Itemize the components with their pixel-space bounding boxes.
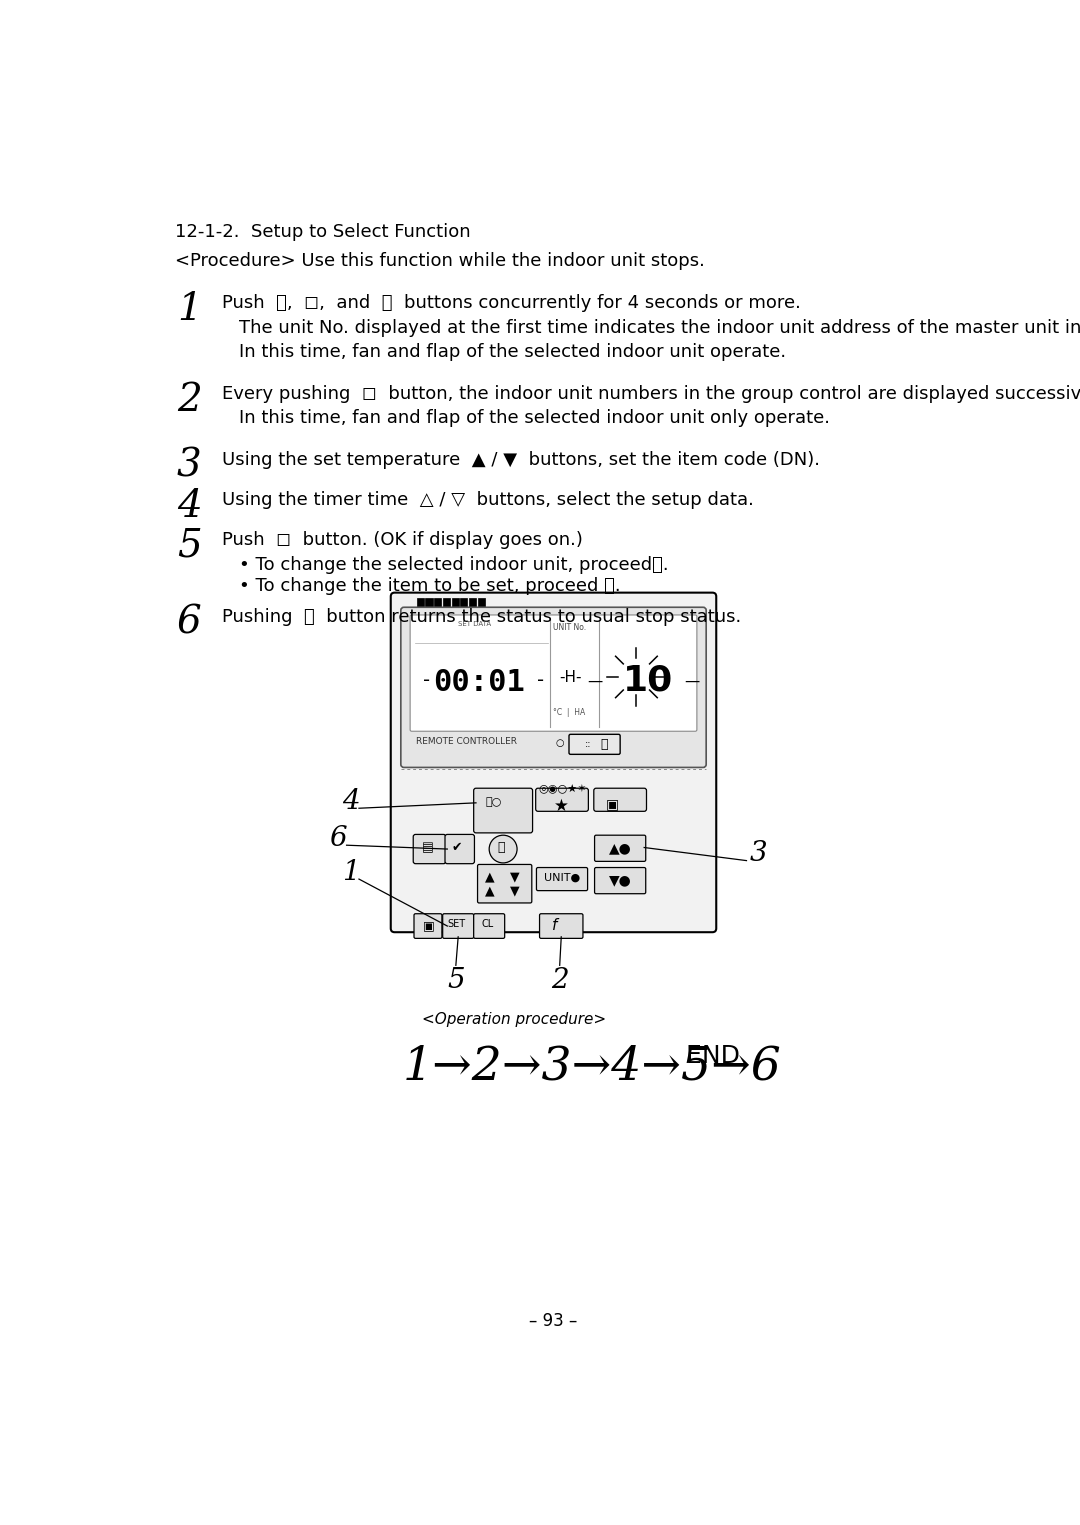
Text: ▣: ▣ — [606, 796, 619, 811]
Text: CL: CL — [482, 920, 494, 929]
Text: The unit No. displayed at the first time indicates the indoor unit address of th: The unit No. displayed at the first time… — [239, 319, 1080, 337]
FancyBboxPatch shape — [391, 593, 716, 932]
Text: 1: 1 — [342, 859, 360, 886]
Text: ▲●: ▲● — [608, 842, 632, 856]
Text: 6: 6 — [177, 605, 202, 642]
Circle shape — [489, 836, 517, 863]
Bar — [451, 598, 459, 608]
Text: Pushing  ⓵  button returns the status to usual stop status.: Pushing ⓵ button returns the status to u… — [221, 608, 741, 627]
FancyBboxPatch shape — [569, 735, 620, 755]
Text: 5: 5 — [447, 967, 464, 994]
Text: —: — — [586, 674, 602, 688]
FancyBboxPatch shape — [477, 865, 531, 903]
Bar — [469, 598, 476, 608]
Text: In this time, fan and flap of the selected indoor unit operate.: In this time, fan and flap of the select… — [239, 343, 786, 361]
Text: • To change the item to be set, proceed Ⓑ.: • To change the item to be set, proceed … — [239, 578, 621, 595]
Text: ::: :: — [584, 740, 591, 749]
Text: 10: 10 — [622, 663, 673, 698]
FancyBboxPatch shape — [540, 913, 583, 938]
Text: SET DATA: SET DATA — [458, 621, 491, 627]
Text: ○: ○ — [555, 738, 564, 747]
Text: REMOTE CONTROLLER: REMOTE CONTROLLER — [416, 738, 516, 746]
Text: ⏻: ⏻ — [600, 738, 607, 750]
Text: ▣: ▣ — [422, 920, 434, 932]
Text: 2: 2 — [551, 967, 568, 994]
FancyBboxPatch shape — [594, 788, 647, 811]
Text: ⏻○: ⏻○ — [485, 796, 502, 807]
Text: – 93 –: – 93 – — [529, 1313, 578, 1330]
FancyBboxPatch shape — [414, 913, 442, 938]
FancyBboxPatch shape — [474, 913, 504, 938]
Text: 00:01: 00:01 — [433, 668, 525, 697]
Text: 12-1-2.  Setup to Select Function: 12-1-2. Setup to Select Function — [175, 223, 471, 241]
FancyBboxPatch shape — [537, 868, 588, 891]
Text: ▼: ▼ — [510, 871, 519, 883]
Text: <Procedure> Use this function while the indoor unit stops.: <Procedure> Use this function while the … — [175, 252, 705, 270]
Bar — [443, 598, 450, 608]
Bar — [426, 598, 433, 608]
Text: °C  |  HA: °C | HA — [553, 708, 585, 717]
Text: 1→2→3→4→5→6: 1→2→3→4→5→6 — [403, 1043, 781, 1089]
Text: 1: 1 — [177, 291, 202, 328]
Text: -H-: -H- — [559, 669, 581, 685]
Bar — [434, 598, 442, 608]
FancyBboxPatch shape — [474, 788, 532, 833]
Text: ▼●: ▼● — [608, 874, 632, 888]
FancyBboxPatch shape — [595, 836, 646, 862]
Text: ⌛: ⌛ — [497, 842, 504, 854]
FancyBboxPatch shape — [595, 868, 646, 894]
Text: Using the set temperature  ▲ / ▼  buttons, set the item code (DN).: Using the set temperature ▲ / ▼ buttons,… — [221, 451, 820, 470]
Text: Every pushing  ◻  button, the indoor unit numbers in the group control are displ: Every pushing ◻ button, the indoor unit … — [221, 384, 1080, 403]
Text: f: f — [552, 918, 557, 933]
Text: ▤: ▤ — [422, 842, 433, 854]
Text: ✔: ✔ — [451, 842, 462, 854]
Text: SET: SET — [447, 920, 465, 929]
Text: END: END — [677, 1043, 740, 1068]
Text: ▲: ▲ — [485, 871, 495, 883]
Text: 4: 4 — [177, 488, 202, 525]
Text: -: - — [537, 671, 544, 691]
FancyBboxPatch shape — [443, 913, 474, 938]
Bar — [417, 598, 423, 608]
Text: -: - — [423, 671, 431, 691]
Text: Using the timer time  △ / ▽  buttons, select the setup data.: Using the timer time △ / ▽ buttons, sele… — [221, 491, 754, 509]
Text: Push  Ⓜ,  ◻,  and  ⓵  buttons concurrently for 4 seconds or more.: Push Ⓜ, ◻, and ⓵ buttons concurrently fo… — [221, 294, 800, 313]
Text: ▼: ▼ — [510, 884, 519, 898]
Text: 3: 3 — [177, 448, 202, 485]
Text: —: — — [685, 674, 700, 688]
FancyBboxPatch shape — [401, 607, 706, 767]
Bar — [477, 598, 485, 608]
Bar — [460, 598, 468, 608]
Text: In this time, fan and flap of the selected indoor unit only operate.: In this time, fan and flap of the select… — [239, 409, 829, 427]
Text: 5: 5 — [177, 528, 202, 564]
Text: 3: 3 — [750, 840, 767, 868]
FancyBboxPatch shape — [414, 834, 446, 863]
Text: ▲: ▲ — [485, 884, 495, 898]
Text: • To change the selected indoor unit, proceedⒶ.: • To change the selected indoor unit, pr… — [239, 555, 669, 573]
Text: ◎◉○★✶: ◎◉○★✶ — [538, 782, 586, 793]
Text: Push  ◻  button. (OK if display goes on.): Push ◻ button. (OK if display goes on.) — [221, 531, 583, 549]
FancyBboxPatch shape — [536, 788, 589, 811]
Text: 2: 2 — [177, 381, 202, 419]
Text: <Operation procedure>: <Operation procedure> — [422, 1011, 606, 1026]
FancyBboxPatch shape — [410, 615, 697, 732]
Text: 6: 6 — [329, 825, 347, 852]
Text: ★: ★ — [554, 796, 568, 814]
Text: 4: 4 — [342, 788, 360, 814]
FancyBboxPatch shape — [445, 834, 474, 863]
Text: UNIT●: UNIT● — [544, 872, 580, 881]
Text: UNIT No.: UNIT No. — [553, 622, 585, 631]
